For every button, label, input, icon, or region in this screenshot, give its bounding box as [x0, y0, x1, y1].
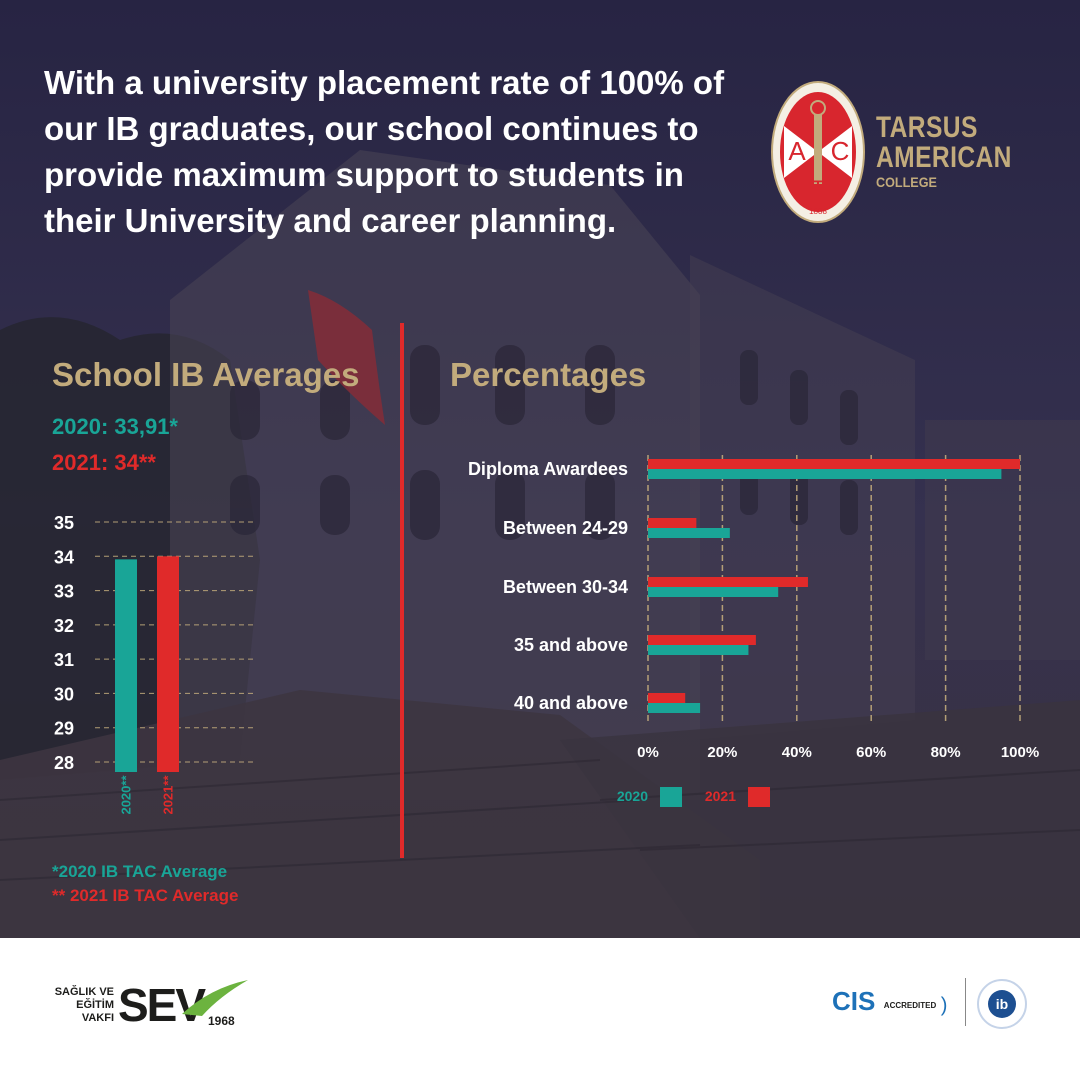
x-tick-label: 40% [782, 744, 812, 761]
x-category-label: 2020** [119, 775, 134, 815]
y-tick-label: 30 [54, 684, 74, 704]
category-label: Between 30-34 [503, 577, 628, 597]
bar-2021 [648, 577, 808, 587]
x-tick-label: 20% [707, 744, 737, 761]
brand-name: TARSUS AMERICAN COLLEGE [876, 111, 1042, 190]
footnote-2021: ** 2021 IB TAC Average [52, 886, 239, 905]
x-tick-label: 0% [637, 744, 659, 761]
bar-2020 [115, 559, 137, 772]
footer: SAĞLIK VE EĞİTİM VAKFI SEV 1968 CIS ACCR… [0, 938, 1080, 1080]
logo-letter-c: C [831, 136, 850, 166]
panel-divider [400, 323, 404, 858]
footnote-2020: *2020 IB TAC Average [52, 862, 228, 881]
brand-name-line3: COLLEGE [876, 174, 937, 190]
category-label: Between 24-29 [503, 518, 628, 538]
logo-year: 1888 [809, 207, 827, 216]
bar-2021 [648, 693, 686, 703]
brand-name-line2: AMERICAN [876, 141, 1012, 174]
y-tick-label: 28 [54, 753, 74, 773]
act-logo: A C T 1888 [771, 81, 865, 223]
y-tick-label: 33 [54, 582, 74, 602]
percentages-title: Percentages [450, 356, 647, 393]
x-tick-label: 100% [1001, 744, 1039, 761]
legend-label-2021: 2021 [705, 788, 736, 804]
bar-2020 [648, 587, 779, 597]
cis-wordmark: CIS [832, 986, 876, 1016]
category-label: Diploma Awardees [468, 459, 628, 479]
brand-name-line1: TARSUS [876, 111, 978, 144]
logo-letter-a: A [788, 136, 806, 166]
average-2020: 2020: 33,91* [52, 414, 178, 439]
sev-logo: SAĞLIK VE EĞİTİM VAKFI SEV 1968 [40, 979, 260, 1044]
logo-separator [965, 978, 966, 1026]
ib-averages-chart: 28 29 30 31 32 33 34 35 2020** 2021** [54, 513, 255, 815]
sev-year: 1968 [208, 1014, 235, 1028]
x-tick-label: 60% [856, 744, 886, 761]
ib-logo: ib [977, 979, 1027, 1029]
headline-text: With a university placement rate of 100%… [44, 64, 725, 239]
cis-arc-icon: ) [940, 994, 948, 1017]
bar-2020 [648, 645, 749, 655]
bar-2021 [648, 635, 756, 645]
bar-2020 [648, 703, 701, 713]
sev-wordmark: SEV [118, 979, 206, 1031]
ib-averages-title: School IB Averages [52, 356, 360, 393]
legend-swatch-2021 [748, 787, 770, 807]
bar-2021 [157, 556, 179, 772]
category-label: 40 and above [514, 693, 628, 713]
y-tick-label: 35 [54, 513, 74, 533]
ib-wordmark: ib [996, 996, 1008, 1012]
y-tick-label: 34 [54, 547, 74, 567]
x-tick-label: 80% [931, 744, 961, 761]
sev-text-line2: EĞİTİM [76, 999, 114, 1011]
x-category-label: 2021** [161, 775, 176, 815]
bar-2021 [648, 518, 697, 528]
legend-swatch-2020 [660, 787, 682, 807]
category-label: 35 and above [514, 635, 628, 655]
sev-swoosh-icon [182, 980, 248, 1016]
bar-2021 [648, 459, 1020, 469]
percentages-chart: 0% 20% 40% 60% 80% 100% Diploma Awardees Betwee… [468, 455, 1039, 807]
y-tick-label: 29 [54, 719, 74, 739]
cis-accredited-label: ACCREDITED [883, 1001, 937, 1011]
bar-2020 [648, 469, 1002, 479]
y-tick-label: 31 [54, 650, 74, 670]
y-tick-label: 32 [54, 616, 74, 636]
legend-label-2020: 2020 [617, 788, 648, 804]
sev-text-line3: VAKFI [81, 1012, 114, 1024]
cis-logo: CIS ACCREDITED ) [832, 986, 947, 1016]
bar-2020 [648, 528, 730, 538]
logo-letter-t: T [811, 176, 824, 201]
average-2021: 2021: 34** [52, 450, 156, 475]
sev-text-line1: SAĞLIK VE [54, 986, 114, 998]
